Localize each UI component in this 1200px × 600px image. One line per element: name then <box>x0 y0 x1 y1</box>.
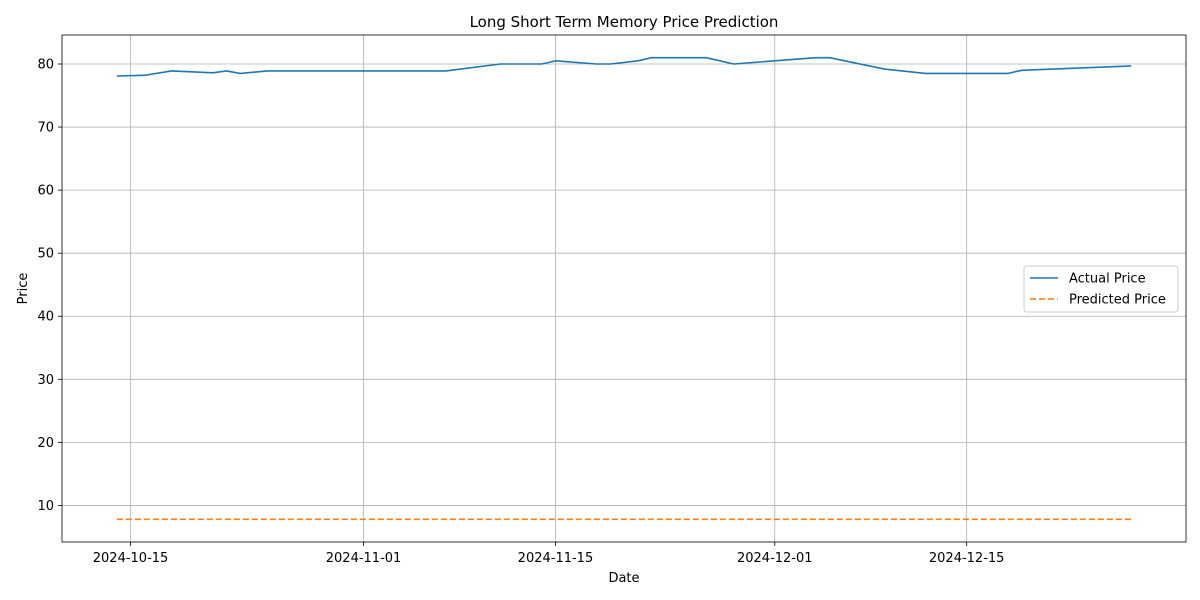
series-line-actual-price <box>116 56 1132 77</box>
y-tick-label: 10 <box>37 499 54 514</box>
grid <box>62 35 1186 542</box>
legend: Actual Price Predicted Price <box>1023 265 1179 313</box>
legend-entry-label: Actual Price <box>1069 272 1146 287</box>
y-axis-label: Price <box>16 273 31 305</box>
y-tick-label: 40 <box>37 310 54 325</box>
y-tick-label: 60 <box>37 184 54 199</box>
y-tick-label: 70 <box>37 121 54 136</box>
y-tick-label: 80 <box>37 58 54 73</box>
series-layer <box>116 56 1132 521</box>
x-tick-label: 2024-12-01 <box>737 551 813 566</box>
x-tick-label: 2024-12-15 <box>929 551 1005 566</box>
legend-box <box>1023 265 1179 313</box>
x-axis-label: Date <box>608 571 639 586</box>
legend-entry-label: Predicted Price <box>1069 293 1166 308</box>
x-tick-label: 2024-11-15 <box>518 551 594 566</box>
axis-ticks: 2024-10-15 2024-11-01 2024-11-15 2024-12-01… <box>37 58 1004 566</box>
plot-area-frame <box>61 34 1187 543</box>
chart-title: Long Short Term Memory Price Prediction <box>470 13 779 31</box>
x-tick-label: 2024-11-01 <box>326 551 402 566</box>
y-tick-label: 30 <box>37 373 54 388</box>
y-tick-label: 20 <box>37 436 54 451</box>
y-tick-label: 50 <box>37 247 54 262</box>
x-tick-label: 2024-10-15 <box>93 551 169 566</box>
